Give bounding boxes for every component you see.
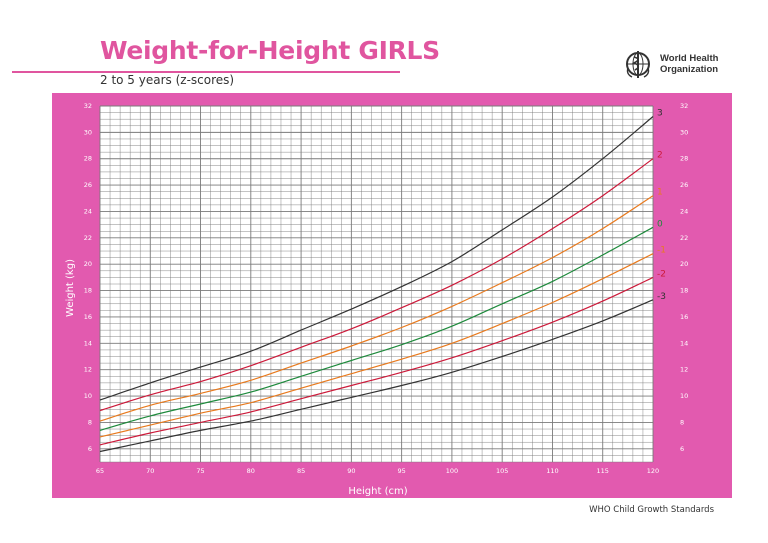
x-tick-label: 110: [546, 467, 558, 475]
y-tick-label: 30: [84, 128, 92, 136]
y-tick-label-right: 12: [680, 366, 688, 374]
zscore-label: -3: [657, 292, 666, 302]
y-tick-label: 26: [84, 181, 92, 189]
y-axis-right-ticks: 6 8 10 12 14 16 18 20 22 24 26 28 30 32: [680, 102, 688, 453]
chart-subtitle: 2 to 5 years (z-scores): [100, 73, 235, 87]
zscore-curve: [99, 299, 654, 453]
title-divider: [12, 71, 400, 73]
y-tick-label: 28: [84, 155, 92, 163]
zscore-curve: [99, 116, 654, 401]
x-tick-label: 75: [196, 467, 204, 475]
y-tick-label: 12: [84, 366, 92, 374]
y-tick-label: 10: [84, 392, 92, 400]
chart-title: Weight-for-Height GIRLS: [100, 36, 440, 65]
x-axis-label: Height (cm): [348, 486, 407, 497]
y-tick-label: 22: [84, 234, 92, 242]
y-tick-label-right: 32: [680, 102, 688, 110]
y-tick-label: 20: [84, 260, 92, 268]
x-axis-ticks: 65 70 75 80 85 90 95 100 105 110 115 120: [96, 467, 659, 475]
y-tick-label-right: 28: [680, 155, 688, 163]
zscore-curve: [99, 276, 654, 446]
zscore-labels: 3 2 1 0 -1 -2 -3: [657, 109, 666, 302]
y-tick-label: 6: [88, 445, 92, 453]
x-tick-label: 85: [297, 467, 305, 475]
y-tick-label: 18: [84, 287, 92, 295]
who-logo-icon: [626, 51, 650, 78]
x-tick-label: 100: [446, 467, 458, 475]
zscore-curves: [99, 116, 654, 453]
x-tick-label: 120: [647, 467, 659, 475]
zscore-curve: [99, 226, 654, 431]
zscore-label: 3: [657, 109, 663, 119]
zscore-curve: [99, 158, 654, 412]
org-name-line1: World Health: [660, 53, 719, 64]
grid-lines: [99, 105, 654, 463]
zscore-label: -2: [657, 269, 666, 279]
zscore-label: 1: [657, 188, 663, 198]
x-tick-label: 65: [96, 467, 104, 475]
org-name-line2: Organization: [660, 64, 719, 75]
y-tick-label-right: 10: [680, 392, 688, 400]
y-axis-left-ticks: 6 8 10 12 14 16 18 20 22 24 26 28 30 32: [84, 102, 92, 453]
zscore-curve: [99, 195, 654, 422]
zscore-curve: [99, 253, 654, 438]
zscore-label: -1: [657, 246, 666, 256]
y-tick-label: 24: [84, 207, 92, 215]
footer-source: WHO Child Growth Standards: [589, 505, 714, 515]
zscore-label: 0: [657, 219, 663, 229]
zscore-label: 2: [657, 151, 663, 161]
x-tick-label: 105: [496, 467, 508, 475]
y-tick-label: 8: [88, 418, 92, 426]
org-name: World Health Organization: [660, 53, 718, 75]
y-tick-label-right: 20: [680, 260, 688, 268]
y-tick-label-right: 16: [680, 313, 688, 321]
y-tick-label-right: 18: [680, 287, 688, 295]
y-tick-label-right: 22: [680, 234, 688, 242]
x-tick-label: 80: [247, 467, 255, 475]
y-tick-label-right: 14: [680, 339, 688, 347]
y-tick-label-right: 26: [680, 181, 688, 189]
y-axis-label: Weight (kg): [65, 259, 76, 317]
x-tick-label: 115: [597, 467, 609, 475]
x-tick-label: 95: [397, 467, 405, 475]
x-tick-label: 90: [347, 467, 355, 475]
y-tick-label-right: 8: [680, 418, 684, 426]
x-tick-label: 70: [146, 467, 154, 475]
y-tick-label: 14: [84, 339, 92, 347]
y-tick-label-right: 24: [680, 207, 688, 215]
y-tick-label-right: 6: [680, 445, 684, 453]
y-tick-label: 32: [84, 102, 92, 110]
y-tick-label: 16: [84, 313, 92, 321]
y-tick-label-right: 30: [680, 128, 688, 136]
